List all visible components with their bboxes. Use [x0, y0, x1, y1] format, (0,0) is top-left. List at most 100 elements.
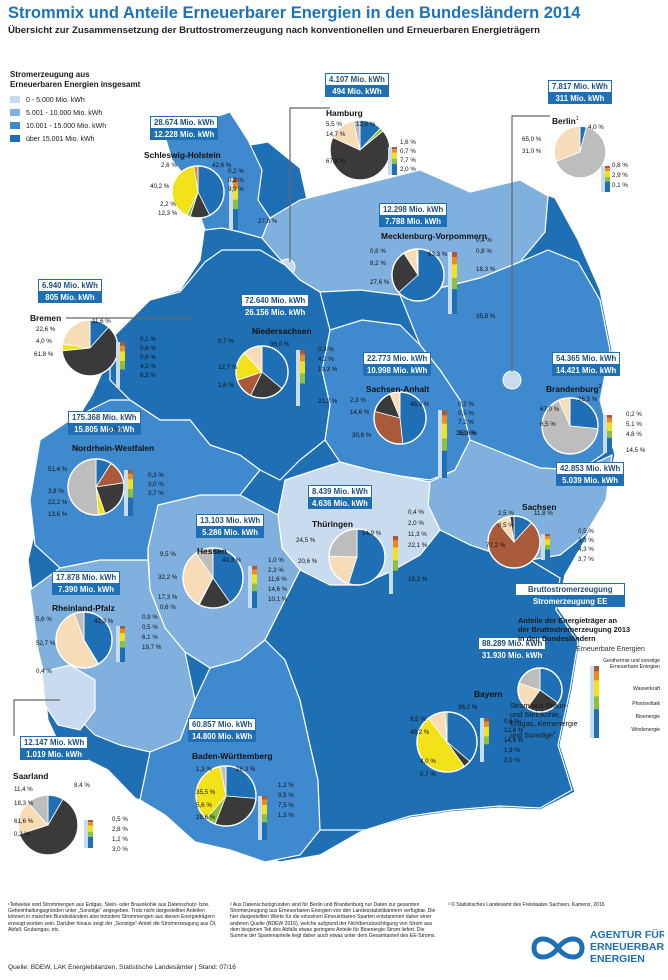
- percent-label-th: 54,9 %: [362, 530, 382, 537]
- key-ni: [296, 350, 305, 406]
- percent-label-bb: 6,5 %: [540, 421, 556, 428]
- percent-label-he: 10,1 %: [268, 596, 288, 603]
- percent-label-nw: 0,3 %: [148, 472, 164, 479]
- ee-legend-photovoltaik: Photovoltaik: [632, 701, 660, 707]
- percent-label-hh: 7,7 %: [400, 157, 416, 164]
- percent-label-nw: 3,0 %: [148, 481, 164, 488]
- pie-hb: [61, 319, 119, 377]
- key-sl-seg-3: [88, 831, 93, 837]
- key-sh-seg-2: [233, 188, 238, 200]
- key-sl-seg-1: [88, 822, 93, 826]
- key-bw-seg-2: [262, 804, 267, 815]
- pie-mv: [391, 248, 445, 302]
- state-box-bb: 54.365 Mio. kWh 14.421 Mio. kWh: [552, 352, 621, 376]
- leader-hh: [289, 107, 330, 262]
- state-box-sn: 42.853 Mio. kWh 5.039 Mio. kWh: [556, 462, 625, 486]
- percent-label-st: 48,3 %: [410, 401, 430, 408]
- key-ni-seg-3: [300, 373, 305, 384]
- legend-item-4: über 15.001 Mio. kWh: [10, 135, 94, 143]
- pie-sl-outline: [17, 794, 79, 856]
- percent-label-rp: 0,4 %: [36, 668, 52, 675]
- state-box-mv: 12.298 Mio. kWh 7.788 Mio. kWh: [379, 203, 448, 227]
- pie-th: [328, 528, 386, 586]
- key-hh-seg-4: [392, 163, 397, 175]
- percent-label-sl: 2,8 %: [112, 826, 128, 833]
- percent-label-bb: 0,2 %: [626, 411, 642, 418]
- state-name-hh: Hamburg: [326, 108, 363, 118]
- percent-label-mv: 35,8 %: [476, 313, 496, 320]
- percent-label-nw: 22,2 %: [48, 499, 68, 506]
- percent-label-th: 0,4 %: [408, 509, 424, 516]
- key-bw: [258, 796, 267, 840]
- state-name-th: Thüringen: [312, 519, 353, 529]
- key-rp-seg-3: [120, 641, 125, 648]
- key-ni-seg-1: [300, 354, 305, 362]
- footnote-3: ³ © Statistisches Landesamt des Freistaa…: [448, 902, 605, 908]
- state-box-hh: 4.107 Mio. kWh 494 Mio. kWh: [325, 73, 389, 97]
- key-legend-seg-1: [594, 671, 599, 681]
- percent-label-ni: 10,3 %: [318, 366, 338, 373]
- key-hb-seg-0: [120, 342, 125, 346]
- logo-line-2: ERNEUERBARE: [590, 941, 664, 953]
- key-legend-seg-3: [594, 696, 599, 710]
- percent-label-sh: 9,9 %: [228, 186, 244, 193]
- pie-bb: [541, 397, 599, 455]
- key-hh-seg-0: [392, 147, 397, 150]
- ee-breakdown-keys: [84, 147, 612, 848]
- key-legend-seg-0: [594, 666, 599, 672]
- percent-label-bw: 26,3 %: [236, 766, 256, 773]
- key-rp-seg-0: [120, 626, 125, 629]
- footnote-1: ¹Teilweise sind Strommengen aus Erdgas, …: [8, 902, 217, 933]
- leader-sl: [13, 699, 60, 736]
- key-mv-seg-4: [452, 289, 457, 314]
- key-bw-seg-4: [262, 822, 267, 840]
- percent-label-ni: 0,3 %: [318, 346, 334, 353]
- pie-th-outline: [328, 528, 386, 586]
- state-box-rp: 17.878 Mio. kWh 7.390 Mio. kWh: [52, 571, 121, 595]
- percent-label-mv: 18,3 %: [476, 266, 496, 273]
- percent-label-bw: 1,3 %: [196, 766, 212, 773]
- percent-label-st: 2,3 %: [350, 397, 366, 404]
- key-sh: [229, 178, 238, 230]
- key-th-seg-1: [393, 540, 398, 548]
- key-by: [480, 718, 489, 762]
- percent-label-sh: 2,2 %: [160, 201, 176, 208]
- key-hh-ee-total-bar: [388, 147, 392, 175]
- percent-label-he: 40,3 %: [222, 557, 242, 564]
- percent-label-rp: 41,3 %: [94, 618, 114, 625]
- percent-label-ni: 36,0 %: [270, 341, 290, 348]
- key-by-seg-3: [484, 736, 489, 745]
- percent-label-sn: 4,3 %: [578, 546, 594, 553]
- pie-ni: [235, 345, 289, 399]
- pie-sl: [17, 794, 79, 856]
- state-box-sh: 28.674 Mio. kWh 12.228 Mio. kWh: [150, 116, 219, 140]
- percent-label-th: 20,6 %: [298, 558, 318, 565]
- percent-label-by: 0,6 %: [504, 718, 520, 725]
- percent-label-he: 17,3 %: [158, 594, 178, 601]
- percent-label-hh: 0,7 %: [400, 148, 416, 155]
- key-hb-seg-2: [120, 351, 125, 362]
- pie-be-outline: [553, 125, 607, 179]
- percent-label-sl: 0,2 %: [14, 831, 30, 838]
- key-bw-seg-0: [262, 796, 267, 800]
- pie-mv-outline: [391, 248, 445, 302]
- percent-label-st: 0,5 %: [458, 410, 474, 417]
- percent-label-sl: 3,0 %: [112, 846, 128, 853]
- state-box-st: 22.773 Mio. kWh 10.998 Mio. kWh: [363, 352, 432, 376]
- percent-label-he: 11,6 %: [268, 576, 287, 583]
- pie-sn: [487, 515, 541, 569]
- legend-item-2: 5.001 - 10.000 Mio. kWh: [10, 109, 102, 117]
- percent-label-sh: 2,6 %: [161, 162, 177, 169]
- key-sh-seg-4: [233, 209, 238, 230]
- state-region-be: [502, 370, 522, 390]
- key-by-seg-4: [484, 744, 489, 762]
- key-sn-seg-0: [545, 534, 550, 537]
- ee-legend-wasserkraft: Wasserkraft: [633, 686, 660, 692]
- percent-label-be: 0,8 %: [612, 162, 628, 169]
- state-name-be: Berlin1: [552, 116, 579, 126]
- key-th-seg-2: [393, 547, 398, 561]
- state-box-ni: 72.640 Mio. kWh 26.156 Mio. kWh: [241, 294, 310, 318]
- percent-label-by: 4,0 %: [420, 758, 436, 765]
- key-he-seg-2: [252, 574, 257, 584]
- percent-label-nw: 13,6 %: [48, 511, 68, 518]
